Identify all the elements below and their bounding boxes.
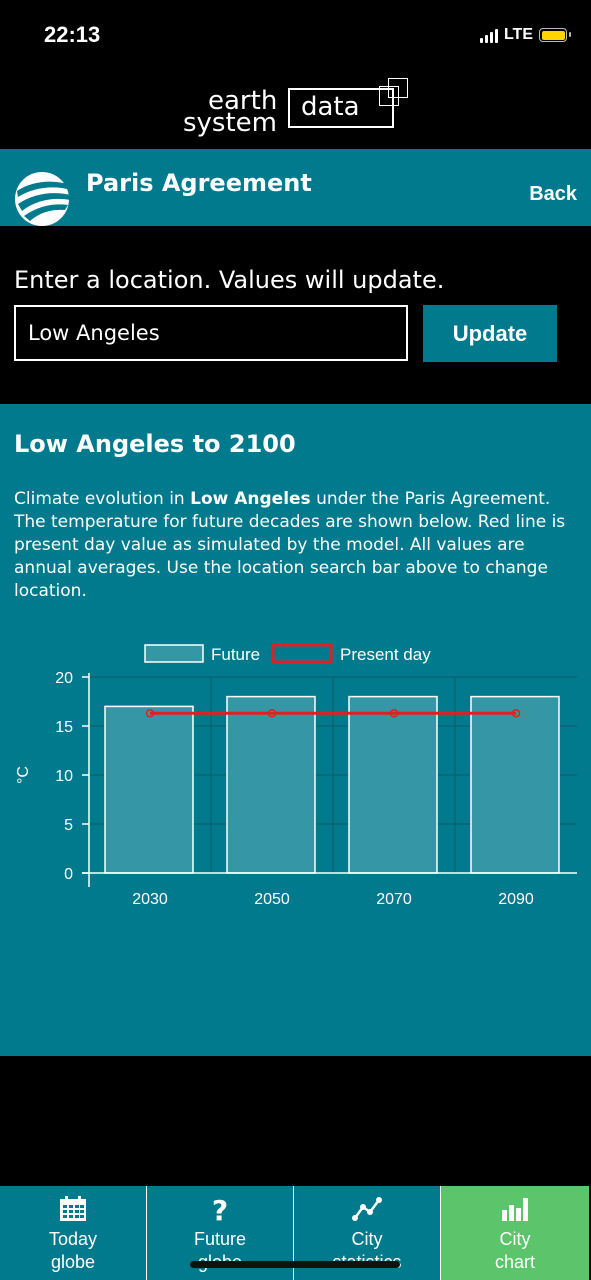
content-panel: Low Angeles to 2100 Climate evolution in… bbox=[0, 404, 591, 1056]
page-title: Paris Agreement bbox=[86, 169, 312, 197]
present-day-point bbox=[511, 709, 521, 718]
nav-label-line2: chart bbox=[494, 1252, 536, 1272]
status-bar: 22:13 LTE bbox=[0, 0, 591, 70]
app-bar: Paris Agreement Back bbox=[0, 149, 591, 226]
signal-icon bbox=[479, 27, 498, 43]
nav-label-line2: globe bbox=[50, 1252, 96, 1272]
line-chart-icon bbox=[352, 1197, 382, 1221]
content-title: Low Angeles to 2100 bbox=[14, 430, 296, 458]
logo-word-earth: earth bbox=[208, 86, 278, 116]
y-tick-label: 20 bbox=[55, 670, 73, 687]
present-day-point bbox=[389, 709, 399, 718]
nav-today-globe[interactable]: Today globe bbox=[0, 1186, 147, 1280]
y-axis-label: °C bbox=[15, 766, 32, 784]
logo-data-box bbox=[288, 88, 394, 128]
location-search-section: Enter a location. Values will update. Up… bbox=[0, 226, 591, 404]
legend-future-swatch bbox=[144, 644, 204, 663]
y-tick-label: 0 bbox=[64, 866, 73, 883]
content-description: Climate evolution in Low Angeles under t… bbox=[14, 488, 579, 603]
chart-bars bbox=[104, 695, 560, 874]
location-input[interactable] bbox=[14, 305, 408, 361]
logo-word-data: data bbox=[301, 92, 360, 122]
legend-present-label: Present day bbox=[340, 645, 431, 664]
nav-label-line1: City bbox=[351, 1229, 383, 1249]
nav-label-line1: City bbox=[499, 1229, 531, 1249]
y-tick-label: 10 bbox=[55, 768, 73, 785]
x-tick-label: 2050 bbox=[254, 891, 290, 908]
logo-word-system: system bbox=[183, 108, 277, 138]
nav-label-line1: Future bbox=[193, 1229, 247, 1249]
legend-present-swatch bbox=[271, 643, 333, 664]
nav-label-line1: Today bbox=[48, 1229, 98, 1249]
bar-future bbox=[470, 695, 560, 874]
desc-text-pre: Climate evolution in bbox=[14, 489, 191, 509]
bar-future bbox=[104, 705, 194, 874]
status-time: 22:13 bbox=[44, 22, 101, 47]
present-day-point bbox=[145, 709, 155, 718]
network-label: LTE bbox=[503, 26, 533, 43]
present-day-line bbox=[145, 709, 521, 718]
chart-axes bbox=[82, 673, 577, 887]
nav-city-chart[interactable]: City chart bbox=[441, 1186, 589, 1280]
desc-city: Low Angeles bbox=[190, 489, 311, 509]
globe-swirl-icon bbox=[15, 172, 71, 226]
legend-future-label: Future bbox=[211, 645, 260, 664]
battery-icon bbox=[539, 28, 571, 42]
update-button[interactable]: Update bbox=[423, 305, 557, 362]
search-prompt: Enter a location. Values will update. bbox=[14, 266, 445, 294]
home-indicator bbox=[190, 1261, 400, 1268]
calendar-icon bbox=[60, 1196, 86, 1221]
svg-text:?: ? bbox=[212, 1196, 228, 1224]
x-tick-label: 2030 bbox=[132, 891, 168, 908]
bar-chart-icon bbox=[502, 1198, 528, 1221]
x-tick-label: 2090 bbox=[498, 891, 534, 908]
question-icon: ? bbox=[212, 1196, 228, 1224]
earth-system-data-logo: earth system data bbox=[183, 78, 413, 140]
back-button[interactable]: Back bbox=[529, 183, 577, 205]
logo-square-icon bbox=[379, 86, 399, 106]
chart-tick-labels: 0 5 10 15 20 2030 2050 2070 2090 bbox=[55, 670, 534, 908]
bar-future bbox=[226, 695, 316, 874]
y-tick-label: 15 bbox=[55, 719, 73, 736]
temperature-chart: Future Present day °C 0 5 10 15 20 2030 2050 20… bbox=[15, 643, 577, 908]
y-tick-label: 5 bbox=[64, 817, 73, 834]
desc-text-post: under the Paris Agreement. The temperatu… bbox=[14, 489, 566, 601]
x-tick-label: 2070 bbox=[376, 891, 412, 908]
present-day-point bbox=[267, 709, 277, 718]
logo-square-icon bbox=[388, 78, 408, 98]
status-indicators: LTE bbox=[479, 24, 571, 46]
bar-future bbox=[348, 695, 438, 874]
